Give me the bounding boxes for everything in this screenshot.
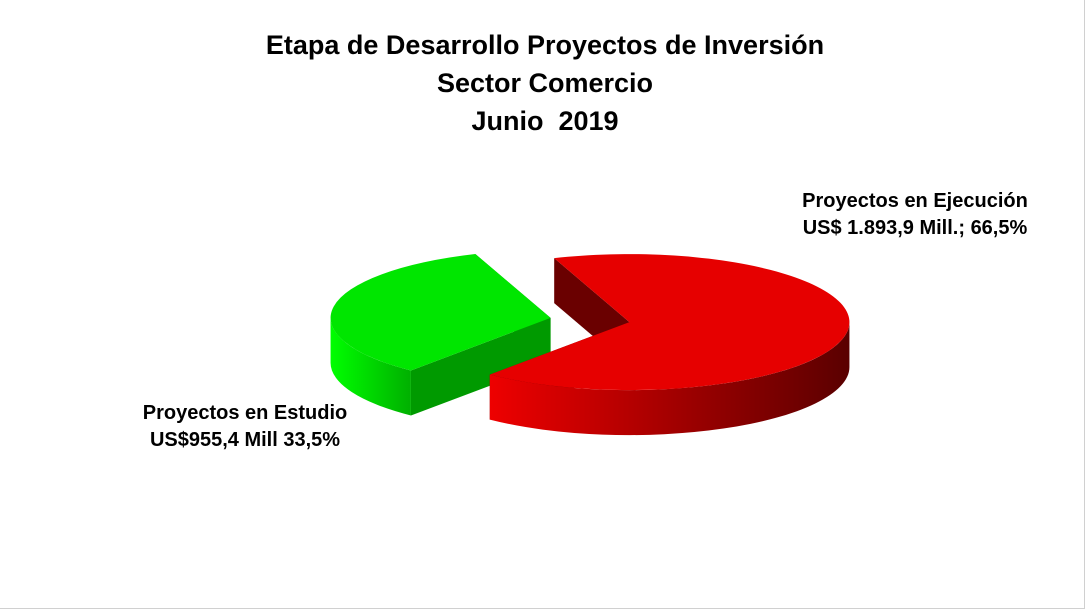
data-label: Proyectos en Estudio US$955,4 Mill 33,5% <box>125 400 365 454</box>
title-line: Sector Comercio <box>436 68 654 98</box>
label-part: Proyectos en Estudio <box>142 402 348 424</box>
slice-wall <box>330 317 411 416</box>
label-part: Proyectos en Ejecución <box>802 190 1028 212</box>
pie-slice <box>330 254 551 371</box>
label-part: 66,5% <box>970 217 1028 239</box>
slice-wall <box>489 322 850 436</box>
label-part: 33,5% <box>283 429 341 451</box>
label-part: US$ 1.893,9 Mill.; <box>802 217 965 239</box>
title-line: Etapa de Desarrollo Proyectos de Inversi… <box>265 30 825 60</box>
slice-side <box>410 317 551 416</box>
chart-title: Etapa de Desarrollo Proyectos de Inversi… <box>0 26 1090 140</box>
label-part: US$955,4 Mill <box>149 429 278 451</box>
title-line: Junio 2019 <box>471 106 619 136</box>
pie-slice <box>489 254 850 391</box>
data-label: Proyectos en Ejecución US$ 1.893,9 Mill.… <box>800 188 1030 242</box>
